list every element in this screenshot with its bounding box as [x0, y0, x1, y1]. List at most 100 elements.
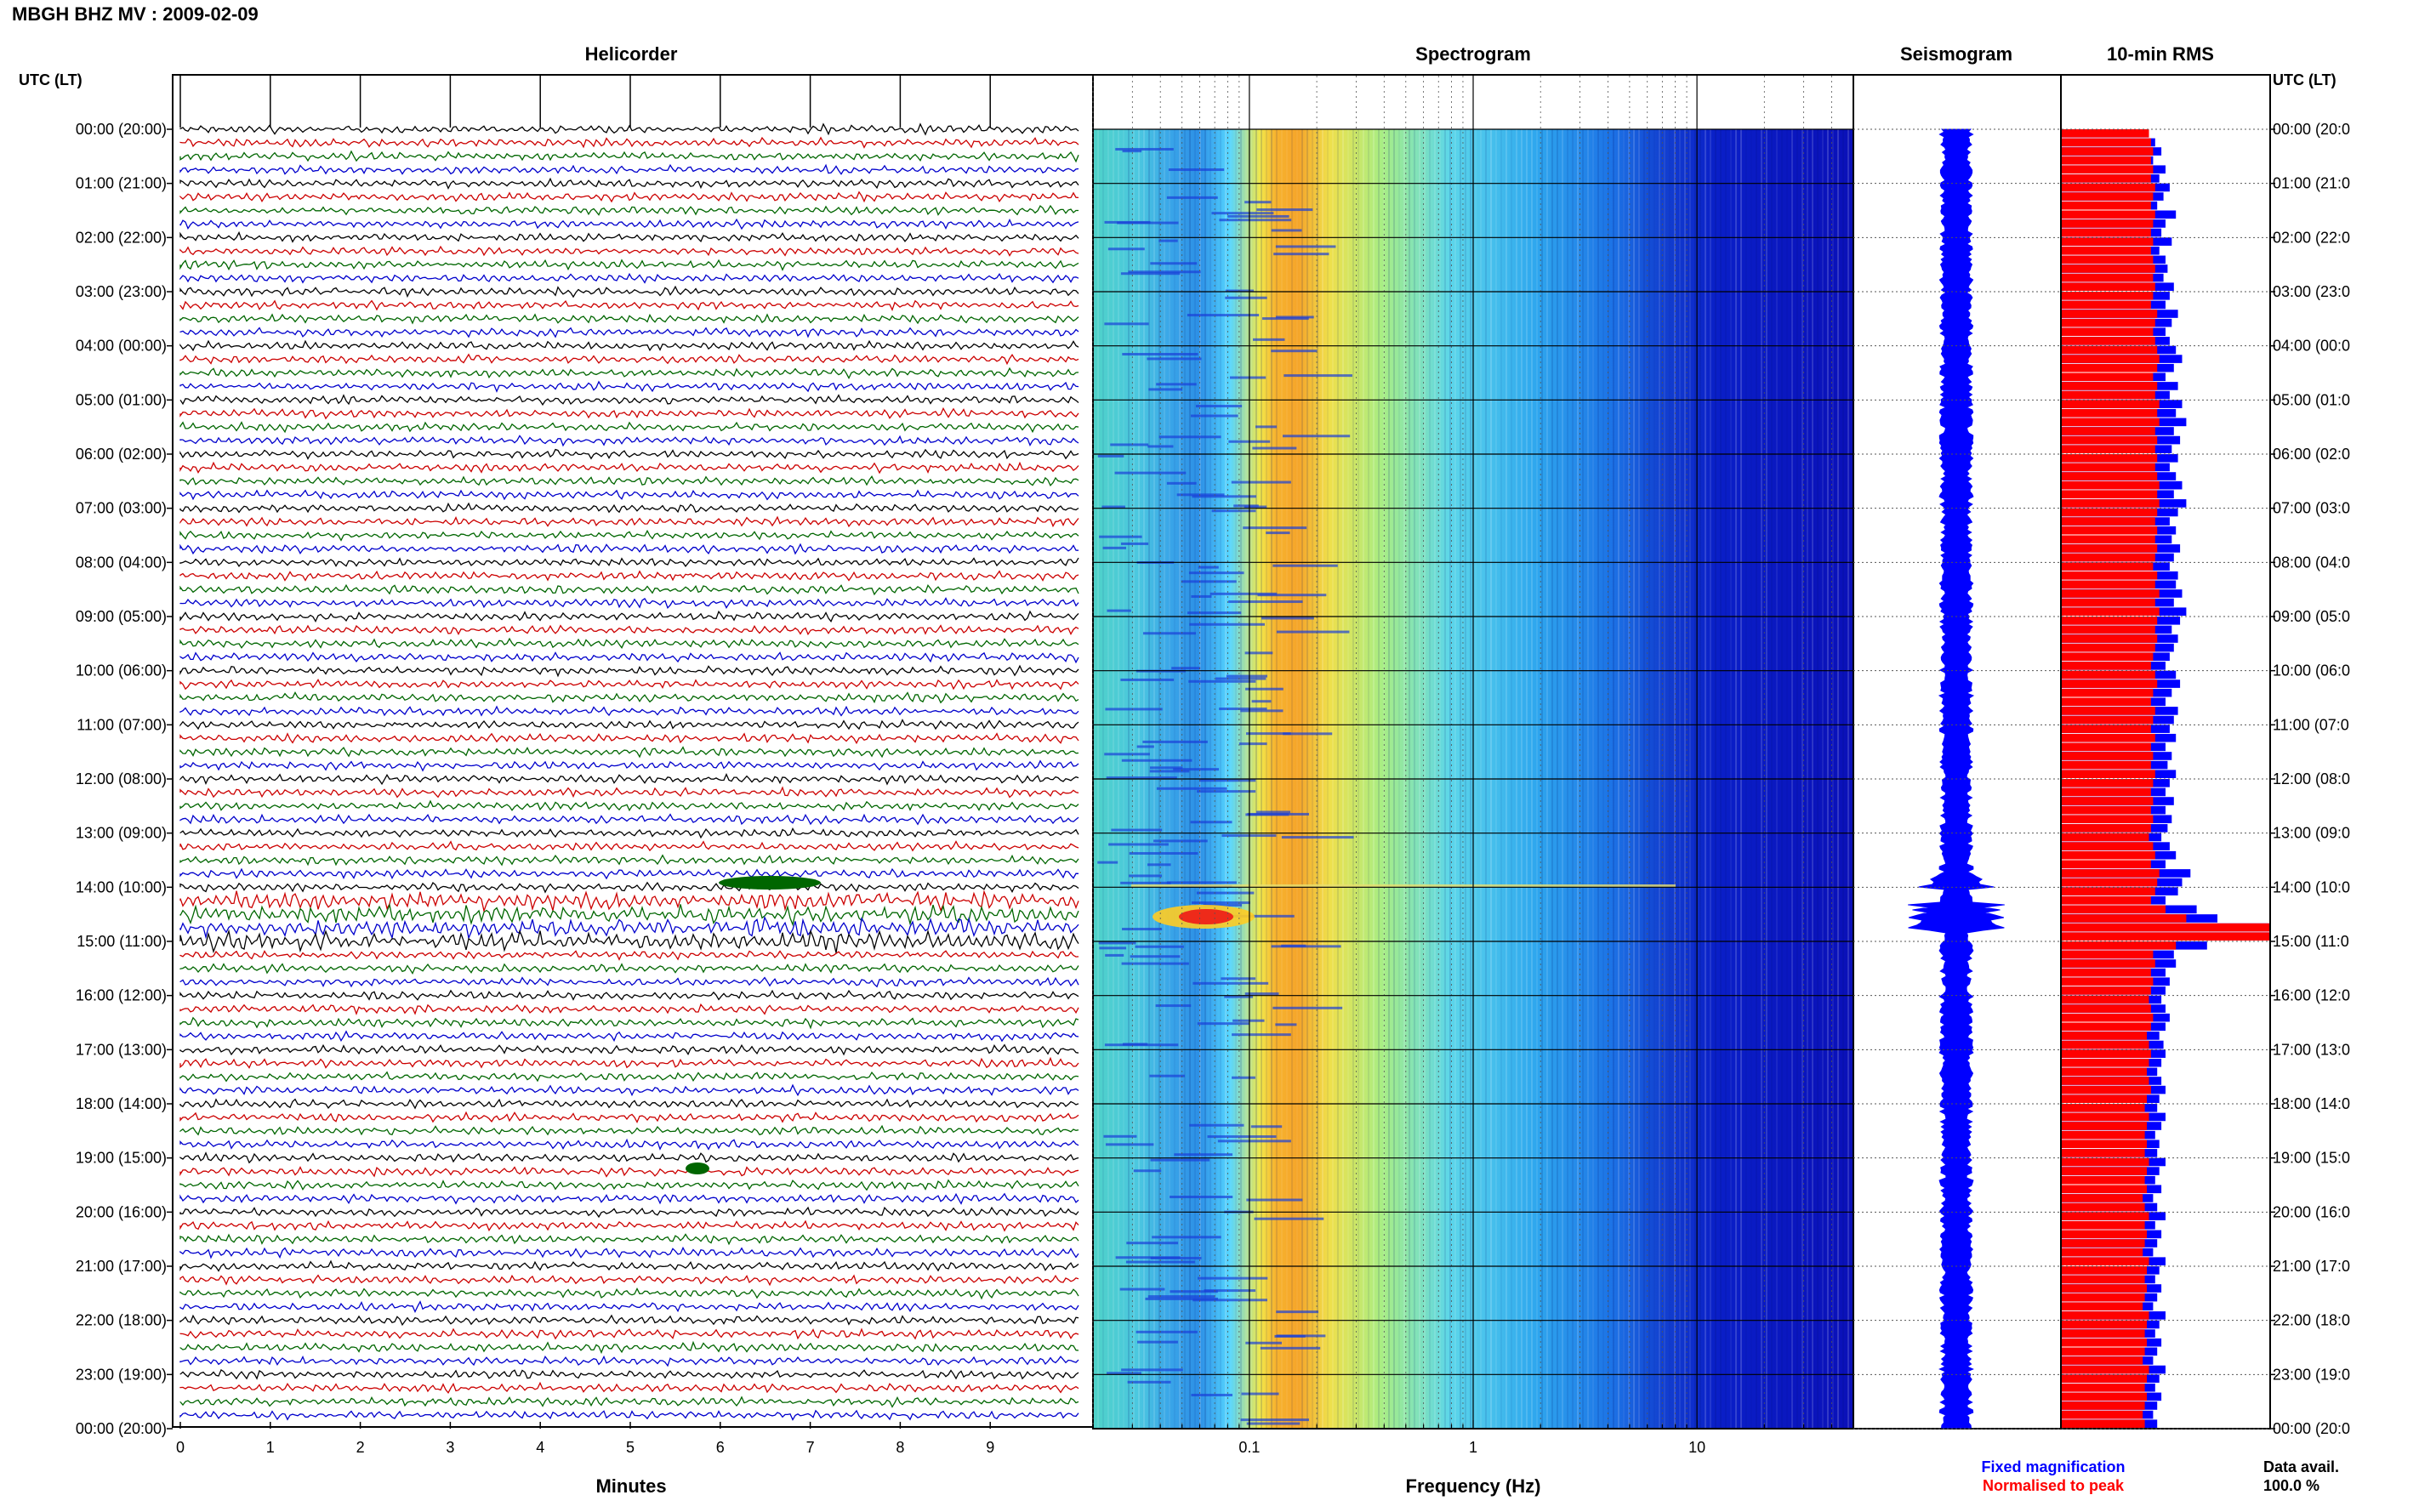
rms-bar-normalised [2062, 715, 2154, 725]
spectrogram-low-band [1276, 630, 1350, 634]
minute-tick-label: 1 [266, 1439, 275, 1456]
frequency-axis-label: Frequency (Hz) [1406, 1475, 1541, 1497]
spectrogram-low-band [1273, 253, 1329, 256]
spectrogram-low-band [1203, 904, 1243, 907]
helicorder-trace [179, 597, 1079, 610]
spectrogram-low-band [1188, 679, 1256, 683]
helicorder-trace [179, 691, 1079, 704]
rms-bar-normalised [2062, 408, 2158, 418]
minute-tick-label: 4 [536, 1439, 544, 1456]
rms-bar-normalised [2062, 1410, 2143, 1419]
rms-bar-normalised [2062, 345, 2158, 355]
time-label-left: 12:00 (08:00) [76, 770, 167, 787]
rms-bar-normalised [2062, 688, 2154, 697]
spectrogram-low-band [1107, 609, 1131, 612]
spectrogram-low-band [1250, 1125, 1283, 1128]
spectrogram-low-band [1135, 945, 1184, 948]
rms-bar-normalised [2062, 662, 2151, 670]
helicorder-trace [179, 136, 1079, 149]
time-label-left: 00:00 (20:00) [76, 121, 167, 138]
spectrogram-low-band [1207, 1135, 1277, 1139]
spectrogram-low-band [1232, 1033, 1291, 1037]
rms-bar-normalised [2062, 617, 2158, 625]
helicorder-trace [179, 1340, 1079, 1355]
helicorder-trace [179, 380, 1079, 393]
time-label-right: 13:00 (09:0 [2273, 825, 2350, 842]
spectrogram-low-band [1147, 445, 1174, 448]
spectrogram-low-band [1191, 901, 1250, 905]
time-label-right: 15:00 (11:0 [2273, 933, 2349, 950]
time-label-left: 11:00 (07:00) [77, 716, 167, 733]
spectrogram-low-band [1122, 150, 1142, 153]
rms-frame [2060, 74, 2271, 1430]
spectrogram-low-band [1196, 891, 1255, 895]
helicorder-trace [179, 218, 1079, 230]
time-label-left: 10:00 (06:00) [76, 662, 167, 679]
spectrogram-low-band [1120, 272, 1181, 276]
rms-bar-normalised [2062, 390, 2155, 400]
spectrogram-low-band [1253, 338, 1285, 341]
spectrogram-low-band [1166, 196, 1218, 199]
spectrogram-low-band [1221, 977, 1256, 981]
rms-bar-normalised [2062, 201, 2151, 210]
spectrogram-low-band [1129, 874, 1163, 878]
rms-bar-normalised [2062, 707, 2155, 715]
helicorder-trace [179, 177, 1079, 190]
time-label-right: 09:00 (05:0 [2273, 608, 2350, 625]
spectrogram-low-band [1283, 374, 1352, 378]
spectrogram-low-band [1262, 317, 1309, 321]
rms-bar-normalised [2062, 526, 2158, 535]
rms-bar-normalised [2062, 508, 2158, 517]
spectrogram-low-band [1187, 314, 1260, 317]
rms-bar-normalised [2062, 435, 2158, 445]
spectrogram-low-band [1097, 861, 1118, 864]
helicorder-trace [179, 678, 1079, 691]
minute-tick-label: 2 [356, 1439, 365, 1456]
helicorder-trace [179, 163, 1079, 175]
time-label-left: 02:00 (22:00) [76, 229, 167, 246]
rms-bar-normalised [2062, 932, 2269, 941]
rms-bar-normalised [2062, 427, 2155, 435]
spectrogram-low-band [1197, 1022, 1250, 1026]
rms-title: 10-min RMS [2107, 43, 2214, 65]
rms-bar-normalised [2062, 292, 2154, 300]
rms-bar-normalised [2062, 1040, 2149, 1049]
spectrogram-low-band [1114, 471, 1187, 475]
rms-bar-normalised [2062, 1167, 2147, 1175]
rms-bar-normalised [2062, 652, 2154, 662]
helicorder-trace [179, 1355, 1079, 1367]
spectrogram-low-band [1147, 357, 1202, 361]
rms-bar-normalised [2062, 959, 2155, 968]
rms-bar-normalised [2062, 535, 2155, 544]
spectrogram-low-band [1260, 1346, 1321, 1350]
helicorder-trace [179, 1233, 1079, 1246]
time-label-right: 03:00 (23:0 [2273, 283, 2350, 300]
rms-bar-normalised [2062, 1212, 2149, 1220]
rms-bar-normalised [2062, 1338, 2147, 1347]
helicorder-trace [179, 813, 1079, 826]
rms-bar-normalised [2062, 1383, 2145, 1392]
spectrogram-low-band [1150, 1158, 1210, 1162]
helicorder-trace [179, 637, 1079, 649]
minute-tick-label: 6 [716, 1439, 725, 1456]
minute-tick-label: 0 [176, 1439, 185, 1456]
helicorder-trace [179, 950, 1079, 961]
rms-bar-normalised [2062, 779, 2154, 787]
spectrogram-low-band [1192, 495, 1256, 498]
left-time-axis-label: UTC (LT) [19, 71, 83, 88]
time-label-right: 04:00 (00:0 [2273, 338, 2350, 355]
helicorder-trace [179, 1274, 1079, 1287]
helicorder-trace [179, 122, 1079, 136]
spectrogram-low-band [1147, 1295, 1215, 1299]
data-availability-label: Data avail. [2263, 1458, 2339, 1475]
helicorder-event-blob [719, 876, 821, 890]
rms-bar-normalised [2062, 842, 2154, 850]
helicorder-trace [179, 746, 1079, 759]
rms-bar-normalised [2062, 490, 2158, 499]
spectrogram-low-band [1103, 1134, 1137, 1138]
rms-bar-normalised [2062, 625, 2155, 634]
seismogram-panel [1853, 74, 2062, 1430]
time-label-left: 19:00 (15:00) [76, 1150, 167, 1167]
helicorder-trace [179, 1003, 1079, 1015]
